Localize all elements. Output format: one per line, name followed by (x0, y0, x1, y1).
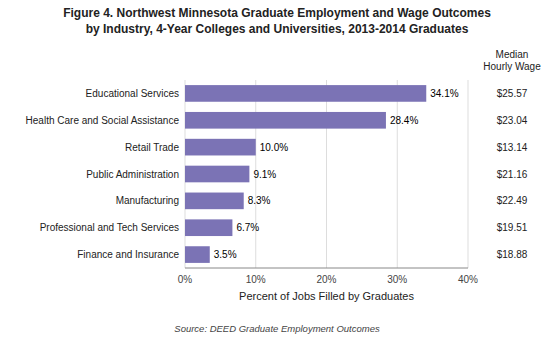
x-tick-label: 0% (178, 274, 193, 285)
subtitle: by Industry, 4-Year Colleges and Univers… (86, 22, 469, 36)
bars (185, 85, 426, 263)
source: Source: DEED Graduate Employment Outcome… (174, 323, 380, 334)
wage-title-line: Median (496, 49, 529, 60)
data-label: 9.1% (253, 169, 276, 180)
x-tick-label: 10% (246, 274, 266, 285)
wage-label: $22.49 (497, 195, 528, 206)
x-axis-label: Percent of Jobs Filled by Graduates (239, 290, 414, 302)
grid (185, 80, 468, 268)
x-tick-label: 30% (387, 274, 407, 285)
y-tick-label: Public Administration (86, 169, 179, 180)
grid-line (468, 80, 469, 268)
wage-title-line: Hourly Wage (483, 61, 541, 72)
y-tick-label: Finance and Insurance (77, 249, 179, 260)
wage-label: $25.57 (497, 88, 528, 99)
bar (185, 166, 249, 183)
data-label: 28.4% (390, 115, 418, 126)
bar (185, 112, 386, 129)
x-tick-label: 20% (316, 274, 336, 285)
x-tick-label: 40% (458, 274, 478, 285)
bar (185, 193, 244, 210)
bar (185, 219, 232, 236)
x-axis-line (185, 268, 468, 269)
title: Figure 4. Northwest Minnesota Graduate E… (63, 6, 491, 20)
data-label: 6.7% (236, 222, 259, 233)
bar (185, 246, 210, 263)
y-tick-label: Professional and Tech Services (40, 222, 179, 233)
y-tick-label: Health Care and Social Assistance (26, 115, 180, 126)
chart: Figure 4. Northwest Minnesota Graduate E… (0, 0, 554, 338)
bar (185, 85, 426, 102)
y-tick-label: Educational Services (86, 88, 179, 99)
wage-label: $13.14 (497, 142, 528, 153)
wage-label: $21.16 (497, 169, 528, 180)
data-label: 3.5% (214, 249, 237, 260)
y-tick-label: Retail Trade (125, 142, 179, 153)
grid-line (326, 80, 327, 268)
bar (185, 139, 256, 156)
wage-label: $18.88 (497, 249, 528, 260)
y-tick-label: Manufacturing (116, 195, 179, 206)
wage-label: $23.04 (497, 115, 528, 126)
grid-line (397, 80, 398, 268)
wage-title: MedianHourly Wage (483, 49, 541, 72)
wage-label: $19.51 (497, 222, 528, 233)
data-label: 10.0% (260, 142, 288, 153)
data-label: 34.1% (430, 88, 458, 99)
data-label: 8.3% (248, 195, 271, 206)
